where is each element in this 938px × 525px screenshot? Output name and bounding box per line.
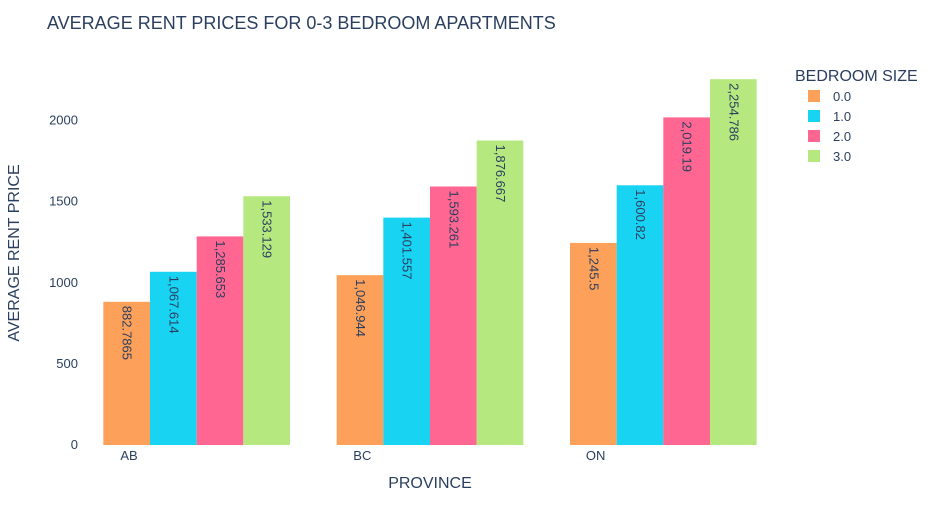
bar-ab-3-0: [243, 196, 290, 445]
bar-value-label: 1,401.557: [400, 222, 415, 280]
bar-value-label: 2,019.19: [680, 121, 695, 172]
legend-swatch: [808, 130, 820, 142]
x-axis: AB BC ON: [120, 448, 605, 463]
bar-on-0-0: [570, 242, 617, 445]
chart-title: AVERAGE RENT PRICES FOR 0-3 BEDROOM APAR…: [47, 13, 556, 33]
y-axis-title: AVERAGE RENT PRICE: [6, 164, 23, 341]
bar-ab-2-0: [196, 236, 244, 445]
bar-value-label: 1,533.129: [260, 200, 275, 258]
bar-value-label: 2,254.786: [726, 83, 741, 141]
bar-value-label: 1,067.614: [166, 276, 181, 334]
legend: BEDROOM SIZE 0.0 1.0 2.0 3.0: [795, 68, 918, 164]
bars: 882.7865 1,046.944 1,245.5 1,067.614 1,401.5…: [103, 79, 757, 445]
bar-on-1-0: [616, 185, 664, 445]
bar-value-label: 1,600.82: [633, 189, 648, 240]
y-tick-label: 2000: [49, 113, 78, 128]
x-tick-label: ON: [586, 448, 606, 463]
legend-swatch: [808, 90, 820, 102]
bar-value-label: 1,285.653: [213, 240, 228, 298]
legend-title: BEDROOM SIZE: [795, 68, 918, 85]
y-axis: 0 500 1000 1500 2000: [49, 113, 78, 452]
bar-value-label: 1,245.5: [586, 247, 601, 290]
x-axis-title: PROVINCE: [388, 475, 472, 492]
y-tick-label: 500: [56, 356, 78, 371]
y-tick-label: 1500: [49, 194, 78, 209]
legend-swatch: [808, 110, 820, 122]
bar-bc-1-0: [383, 217, 430, 445]
legend-swatch: [808, 150, 820, 162]
x-tick-label: BC: [353, 448, 371, 463]
bar-on-2-0: [663, 117, 710, 445]
bar-on-3-0: [710, 79, 757, 445]
legend-item-label: 3.0: [833, 149, 851, 164]
legend-item-label: 1.0: [833, 109, 851, 124]
bar-value-label: 1,876.667: [493, 145, 508, 203]
bar-bc-3-0: [476, 140, 524, 445]
bar-value-label: 1,593.261: [446, 191, 461, 249]
bar-bc-0-0: [336, 275, 384, 445]
bar-bc-2-0: [430, 186, 477, 445]
bar-value-label: 1,046.944: [353, 279, 368, 337]
bar-ab-0-0: [103, 301, 150, 445]
y-tick-label: 1000: [49, 275, 78, 290]
x-tick-label: AB: [120, 448, 137, 463]
bar-ab-1-0: [150, 271, 197, 445]
y-tick-label: 0: [71, 437, 78, 452]
legend-item-label: 0.0: [833, 89, 851, 104]
bar-value-label: 882.7865: [120, 306, 135, 360]
legend-item-label: 2.0: [833, 129, 851, 144]
